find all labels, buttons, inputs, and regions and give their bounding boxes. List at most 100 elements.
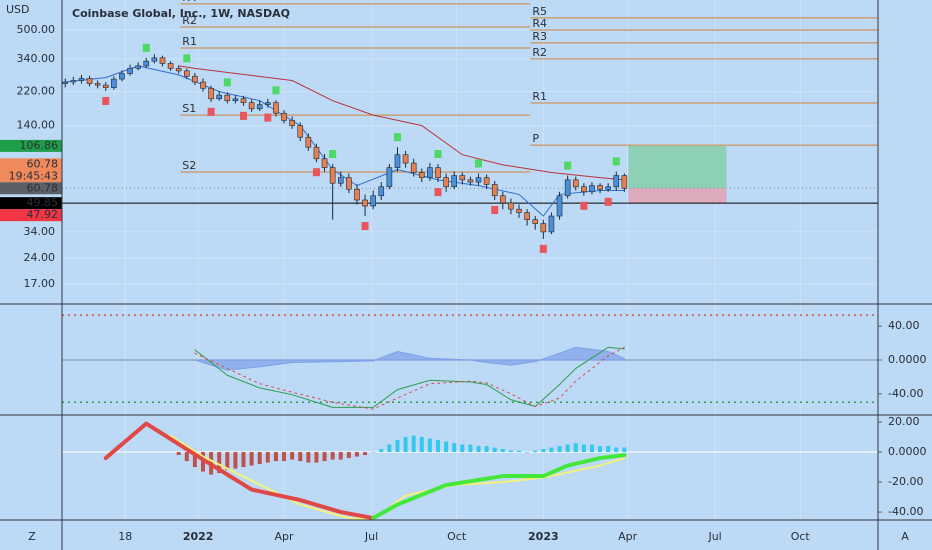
candle-body bbox=[581, 186, 587, 193]
histogram-bar bbox=[306, 452, 311, 463]
candle-body bbox=[427, 167, 433, 178]
candle-body bbox=[491, 184, 498, 197]
signal-marker bbox=[612, 157, 620, 166]
signal-marker bbox=[207, 107, 215, 116]
histogram-bar bbox=[249, 452, 254, 466]
histogram-bar bbox=[395, 440, 400, 453]
candle-body bbox=[159, 57, 166, 64]
area bbox=[194, 346, 625, 371]
signal-marker bbox=[539, 244, 547, 253]
histogram-bar bbox=[508, 450, 513, 453]
histogram-bar bbox=[354, 452, 359, 457]
candle-body bbox=[370, 195, 376, 207]
signal-marker bbox=[183, 54, 191, 63]
histogram-bar bbox=[176, 452, 181, 456]
signal-marker bbox=[329, 149, 337, 158]
histogram-bar bbox=[557, 446, 562, 453]
candle-body bbox=[321, 158, 328, 168]
signal-marker bbox=[564, 161, 572, 170]
signal-marker bbox=[142, 43, 150, 52]
candle-body bbox=[232, 98, 239, 101]
x-tick-label: 18 bbox=[118, 530, 132, 543]
y-tick-label: 40.00 bbox=[888, 319, 920, 332]
candle-body bbox=[175, 68, 182, 72]
candle-body bbox=[394, 154, 401, 168]
histogram-bar bbox=[257, 452, 262, 465]
histogram-bar bbox=[427, 438, 432, 453]
histogram-bar bbox=[598, 446, 603, 453]
signal-marker bbox=[264, 113, 272, 122]
histogram-bar bbox=[411, 435, 416, 453]
candle-body bbox=[621, 175, 628, 189]
candle-body bbox=[329, 167, 336, 184]
signal-marker bbox=[491, 205, 499, 214]
histogram-bar bbox=[589, 444, 594, 453]
y-tick-label: 220.00 bbox=[17, 85, 56, 98]
candle-body bbox=[556, 195, 563, 217]
histogram-bar bbox=[622, 447, 627, 453]
candle-body bbox=[256, 104, 263, 110]
pivot-label: R4 bbox=[532, 17, 547, 30]
histogram-bar bbox=[387, 444, 392, 453]
candle-body bbox=[86, 78, 93, 84]
candle-body bbox=[216, 94, 223, 100]
y-tick-label: 140.00 bbox=[17, 119, 56, 132]
y-tick-label: 500.00 bbox=[17, 23, 56, 36]
histogram-bar bbox=[517, 450, 522, 453]
histogram-bar bbox=[338, 452, 343, 460]
signal-marker bbox=[580, 201, 588, 210]
moving-average bbox=[178, 65, 625, 181]
candle-body bbox=[337, 177, 344, 184]
candle-body bbox=[248, 102, 255, 110]
histogram-bar bbox=[330, 452, 335, 460]
candle-body bbox=[265, 102, 271, 105]
candle-body bbox=[410, 162, 417, 173]
candle-body bbox=[564, 179, 571, 197]
histogram-bar bbox=[492, 447, 497, 453]
pivot-label: S2 bbox=[182, 159, 196, 172]
candle-body bbox=[451, 175, 457, 188]
histogram-bar bbox=[419, 437, 424, 453]
candle-body bbox=[402, 154, 409, 164]
candle-body bbox=[418, 172, 425, 178]
candle-body bbox=[289, 120, 295, 126]
x-tick-label: Apr bbox=[618, 530, 638, 543]
candle-body bbox=[281, 112, 287, 121]
signal-marker bbox=[272, 86, 280, 95]
position-loss bbox=[628, 188, 727, 204]
signal-marker bbox=[393, 133, 401, 142]
histogram-bar bbox=[217, 452, 222, 474]
auto-scale-button[interactable]: A bbox=[901, 530, 909, 543]
indicator-line bbox=[103, 421, 376, 521]
indicator-line bbox=[371, 453, 627, 521]
histogram-bar bbox=[314, 452, 319, 463]
candle-body bbox=[192, 75, 198, 83]
candle-body bbox=[273, 102, 279, 114]
signal-marker bbox=[223, 78, 231, 87]
candle-body bbox=[135, 65, 141, 69]
histogram-bar bbox=[435, 440, 440, 453]
candle-body bbox=[548, 215, 555, 233]
histogram-bar bbox=[573, 443, 578, 453]
pivot-label: R1 bbox=[182, 35, 197, 48]
histogram-bar bbox=[363, 452, 368, 456]
x-tick-label: Jul bbox=[364, 530, 378, 543]
histogram-bar bbox=[452, 443, 457, 453]
histogram-bar bbox=[241, 452, 246, 468]
candle-body bbox=[297, 125, 304, 138]
pivot-label: R1 bbox=[532, 90, 547, 103]
x-tick-label: 2023 bbox=[528, 530, 559, 543]
histogram-bar bbox=[265, 452, 270, 463]
y-tick-label: 20.00 bbox=[888, 415, 920, 428]
histogram-bar bbox=[444, 441, 449, 453]
x-tick-label: Jul bbox=[707, 530, 721, 543]
candle-body bbox=[362, 199, 368, 207]
candle-body bbox=[240, 98, 247, 103]
histogram-bar bbox=[290, 452, 295, 460]
signal-marker bbox=[475, 159, 483, 168]
candle-body bbox=[435, 167, 441, 178]
histogram-bar bbox=[379, 449, 384, 453]
candle-body bbox=[305, 136, 312, 148]
candle-body bbox=[143, 60, 150, 67]
timezone-button[interactable]: Z bbox=[28, 530, 36, 543]
